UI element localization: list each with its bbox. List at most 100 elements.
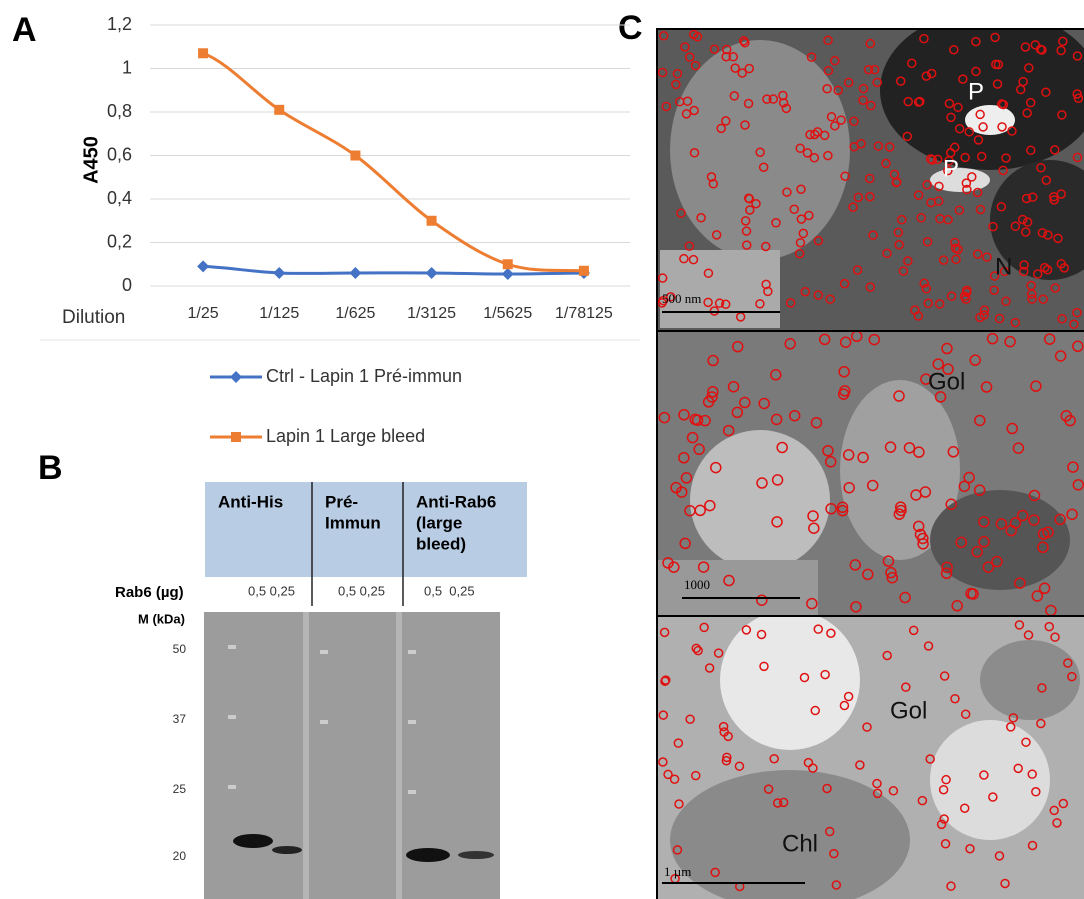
gold-particle — [941, 342, 953, 355]
gold-particle — [903, 96, 913, 107]
gold-particle — [710, 867, 720, 878]
gold-particle — [772, 798, 783, 808]
gold-particle — [936, 819, 947, 830]
gold-particle — [938, 784, 949, 795]
y-axis-title: A450 — [80, 136, 102, 184]
marker: 25 — [173, 782, 187, 796]
amount: 0,5 0,25 — [338, 583, 385, 598]
gold-particle — [658, 273, 668, 283]
gold-particle — [989, 271, 1000, 281]
gold-particle — [1049, 145, 1060, 155]
gold-particle — [688, 254, 699, 265]
gold-particle — [884, 142, 895, 152]
gold-particle — [1030, 380, 1042, 392]
gold-particle — [982, 252, 992, 262]
gold-particle — [946, 881, 956, 891]
scale-label: 1000 — [684, 577, 710, 592]
gold-particle — [1021, 193, 1032, 204]
gold-particle — [972, 187, 983, 198]
gold-particle — [822, 445, 834, 457]
marker: 20 — [173, 849, 187, 863]
gold-particle — [722, 424, 735, 437]
gold-particle — [720, 299, 731, 310]
y-tick-label: 0,6 — [107, 144, 132, 164]
gold-particle — [813, 290, 824, 300]
gold-particle — [704, 663, 715, 673]
gold-particle — [690, 60, 701, 71]
gold-particle — [961, 178, 972, 188]
gold-particle — [1057, 110, 1067, 120]
gold-particle — [672, 845, 683, 855]
gold-particle — [848, 202, 858, 212]
gold-particle — [1014, 577, 1026, 589]
gold-particle — [696, 213, 706, 223]
gold-particle — [940, 567, 953, 580]
gold-particle — [920, 373, 932, 385]
gold-particle — [776, 441, 788, 454]
gold-particle — [978, 536, 990, 548]
gold-particle — [982, 561, 995, 573]
region-label: Gol — [928, 368, 965, 395]
gold-particle — [999, 266, 1010, 277]
gold-particle — [944, 98, 955, 109]
gold-particle — [796, 184, 806, 194]
series-line — [202, 51, 584, 273]
gold-particle — [778, 98, 789, 108]
gold-particle — [1025, 97, 1036, 108]
gold-particle — [943, 165, 953, 176]
gold-particle — [819, 130, 830, 141]
gold-particle — [680, 42, 690, 52]
gold-particle — [919, 486, 932, 498]
gold-particle — [722, 752, 732, 763]
gold-particle — [662, 557, 674, 569]
y-tick-label: 0,2 — [107, 231, 132, 251]
gold-particle — [1008, 713, 1019, 723]
gold-particle — [969, 354, 981, 366]
gold-particle — [954, 205, 965, 215]
gold-particle — [1073, 93, 1084, 103]
gold-particle — [973, 135, 984, 145]
gold-particle — [856, 139, 866, 149]
gold-particle — [679, 253, 689, 264]
gold-particle — [678, 452, 690, 464]
marker: 37 — [173, 712, 187, 726]
gold-particle — [784, 338, 796, 350]
gold-particle — [795, 143, 805, 154]
gold-particle — [1022, 217, 1033, 227]
gold-particle — [739, 396, 751, 409]
amount: 0,5 0,25 — [248, 583, 295, 598]
gold-particle — [1027, 294, 1037, 304]
gold-particle — [734, 761, 745, 771]
gold-particle — [689, 105, 699, 116]
gold-particle — [869, 64, 880, 75]
gold-particle — [713, 648, 724, 658]
gold-particle — [1023, 63, 1034, 73]
gold-particle — [711, 230, 722, 240]
gold-particle — [755, 147, 765, 157]
gold-particle — [820, 669, 830, 680]
gold-particle — [758, 397, 770, 410]
gold-particle — [807, 510, 819, 522]
blot — [204, 612, 500, 899]
gold-particle — [1072, 479, 1084, 491]
gold-particle — [1036, 162, 1046, 173]
gold-particle — [684, 52, 695, 62]
gold-particle — [988, 221, 998, 232]
scale-label: 1 µm — [664, 864, 691, 879]
gold-particle — [825, 826, 835, 837]
gold-particle — [839, 278, 850, 289]
gold-particle — [684, 504, 696, 517]
gold-particle — [691, 643, 701, 654]
gold-particle — [693, 443, 705, 456]
gold-particle — [1072, 51, 1083, 61]
gold-particle — [1064, 414, 1076, 427]
gold-particle — [1017, 214, 1028, 225]
gold-particle — [825, 503, 837, 515]
gold-particle — [1036, 718, 1046, 729]
gold-particle — [1045, 604, 1057, 615]
gold-particle — [728, 52, 739, 62]
gold-particle — [778, 797, 789, 808]
gold-particle — [954, 123, 965, 134]
gold-particle — [676, 208, 686, 218]
gold-particle — [849, 116, 859, 127]
